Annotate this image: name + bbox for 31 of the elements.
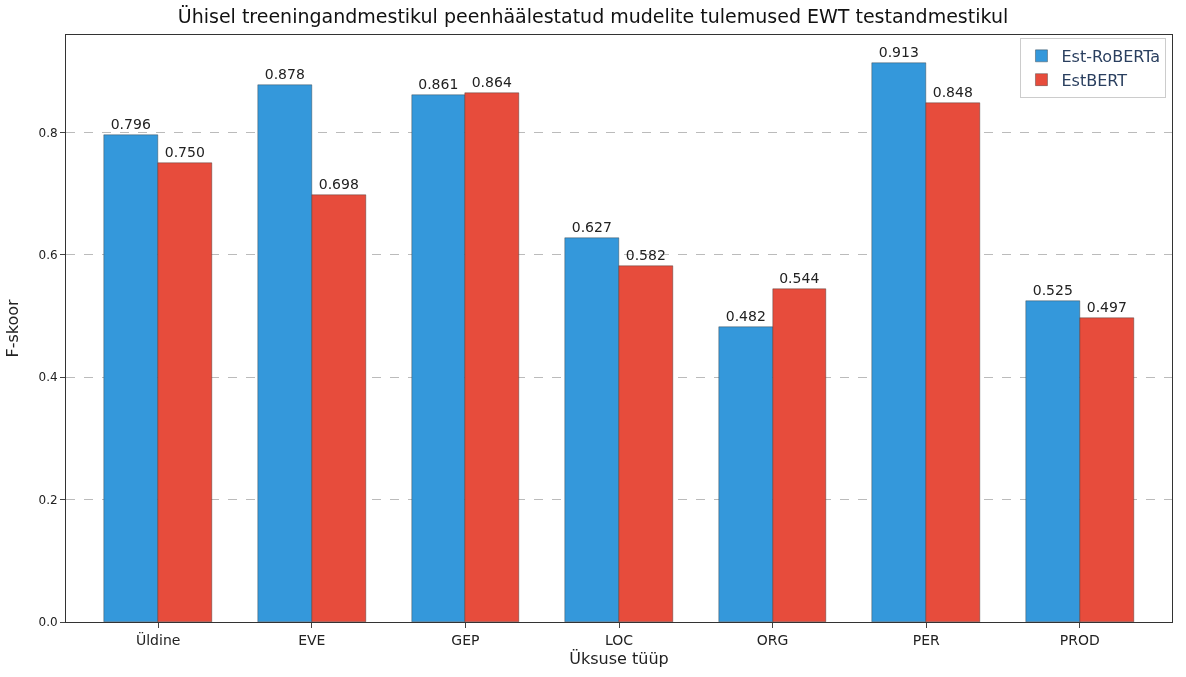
legend-label: Est-RoBERTa bbox=[1061, 47, 1161, 67]
data-label: 0.497 bbox=[1086, 298, 1127, 315]
data-label: 0.848 bbox=[932, 83, 973, 100]
data-label: 0.698 bbox=[318, 175, 359, 192]
data-label: 0.525 bbox=[1032, 281, 1073, 298]
data-label: 0.544 bbox=[779, 269, 820, 286]
y-tick-label: 0.0 bbox=[38, 615, 58, 630]
y-axis-title: F-skoor bbox=[3, 299, 23, 358]
x-tick-label: PROD bbox=[1059, 631, 1100, 648]
chart-title: Ühisel treeningandmestikul peenhäälestatud mudelite tulemused EWT testandmestikul bbox=[177, 5, 1009, 28]
x-tick-label: PER bbox=[912, 631, 940, 648]
data-label: 0.878 bbox=[264, 65, 305, 82]
legend-label: EstBERT bbox=[1061, 70, 1128, 90]
x-tick-label: ORG bbox=[756, 631, 789, 648]
data-label: 0.582 bbox=[625, 246, 666, 263]
x-tick-label: LOC bbox=[604, 631, 634, 648]
y-tick-label: 0.8 bbox=[38, 125, 58, 140]
data-label: 0.750 bbox=[164, 143, 205, 160]
data-label: 0.482 bbox=[725, 307, 766, 324]
data-label: 0.864 bbox=[471, 73, 512, 90]
y-tick-label: 0.2 bbox=[38, 492, 58, 507]
x-tick-label: GEP bbox=[451, 631, 480, 648]
x-axis-title: Üksuse tüüp bbox=[569, 649, 669, 669]
x-tick-label: EVE bbox=[298, 631, 326, 648]
data-label: 0.796 bbox=[110, 115, 151, 132]
x-tick-label: Üldine bbox=[135, 630, 181, 648]
y-tick-label: 0.6 bbox=[38, 247, 58, 262]
data-label: 0.627 bbox=[571, 218, 612, 235]
data-label: 0.913 bbox=[878, 43, 919, 60]
data-label: 0.861 bbox=[418, 75, 459, 92]
y-tick-label: 0.4 bbox=[38, 370, 58, 385]
